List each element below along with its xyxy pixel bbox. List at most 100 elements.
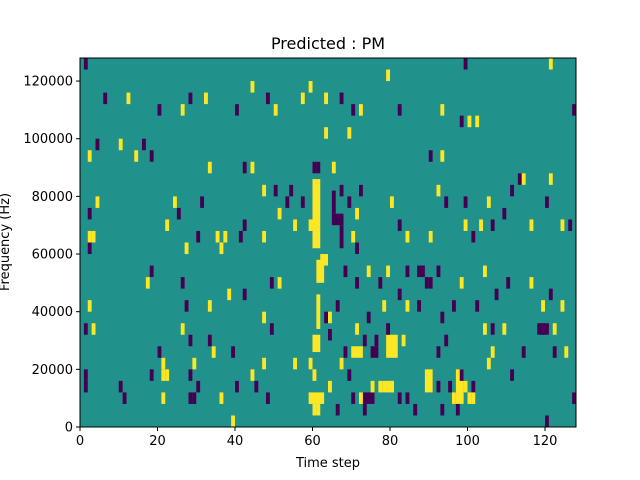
heatmap-cell <box>83 323 88 335</box>
heatmap-cell <box>459 115 464 128</box>
y-tick-label: 40000 <box>32 305 73 320</box>
heatmap-cells <box>83 58 577 427</box>
heatmap-cell <box>95 138 100 151</box>
heatmap-cell <box>95 196 100 208</box>
heatmap-cell <box>436 380 441 393</box>
heatmap-cell <box>293 219 298 231</box>
heatmap-cell <box>188 92 193 105</box>
heatmap-cell <box>506 277 511 289</box>
heatmap-cell <box>521 346 526 358</box>
heatmap-cell <box>293 357 298 370</box>
heatmap-block <box>331 213 344 226</box>
y-tick-label: 80000 <box>32 190 73 205</box>
heatmap-cell <box>463 380 468 393</box>
heatmap-cell <box>475 300 480 312</box>
y-tick-label: 100000 <box>23 132 73 147</box>
heatmap-cell <box>250 369 255 381</box>
heatmap-block <box>316 259 325 283</box>
y-axis: 0 20000 40000 60000 80000 100000 120000 <box>23 75 80 436</box>
plot-area <box>79 57 577 428</box>
heatmap-cell <box>378 380 383 393</box>
heatmap-cell <box>308 81 313 93</box>
heatmap-cell <box>262 184 267 197</box>
heatmap-cell <box>490 323 495 335</box>
heatmap-cell <box>312 369 317 381</box>
heatmap-cell <box>351 104 356 116</box>
heatmap-cell <box>262 311 267 324</box>
heatmap-cell <box>471 230 476 243</box>
heatmap-block <box>320 254 328 266</box>
heatmap-cell <box>328 380 332 393</box>
heatmap-cell <box>390 196 394 208</box>
heatmap-cell <box>490 346 495 358</box>
y-axis-title: Frequency (Hz) <box>0 193 13 291</box>
x-tick-label: 120 <box>533 434 558 449</box>
chart-title: Predicted : PM <box>271 34 385 53</box>
heatmap-cell <box>397 219 402 231</box>
heatmap-cell <box>196 380 201 393</box>
heatmap-cell <box>545 196 549 208</box>
heatmap-block <box>316 294 321 329</box>
heatmap-cell <box>568 219 573 231</box>
heatmap-cell <box>471 380 476 393</box>
heatmap-cell <box>405 265 410 278</box>
heatmap-cell <box>529 277 534 289</box>
heatmap-cell <box>196 230 201 243</box>
heatmap-cell <box>188 334 193 347</box>
heatmap-cell <box>324 127 329 139</box>
heatmap-cell <box>463 196 468 208</box>
heatmap-block <box>417 265 425 278</box>
heatmap-cell <box>428 230 433 243</box>
heatmap-cell <box>83 58 88 70</box>
heatmap-cell <box>405 230 410 243</box>
heatmap-cell <box>475 115 480 128</box>
heatmap-cell <box>548 288 553 301</box>
heatmap-cell <box>413 403 418 416</box>
heatmap-cell <box>374 334 379 347</box>
heatmap-cell <box>223 230 228 243</box>
heatmap-cell <box>452 392 456 404</box>
heatmap-cell <box>382 300 387 312</box>
heatmap-cell <box>142 138 146 151</box>
heatmap-cell <box>242 288 247 301</box>
heatmap-cell <box>521 173 526 185</box>
heatmap-cell <box>266 92 270 105</box>
heatmap-cell <box>440 150 445 162</box>
heatmap-cell <box>572 104 577 116</box>
heatmap-cell <box>273 184 278 197</box>
heatmap-block <box>351 346 363 358</box>
heatmap-cell <box>455 403 460 416</box>
y-tick-label: 20000 <box>32 363 73 378</box>
heatmap-cell <box>316 161 321 174</box>
heatmap-cell <box>401 334 406 347</box>
heatmap-cell <box>467 115 472 128</box>
x-tick-label: 20 <box>149 434 166 449</box>
heatmap-cell <box>300 92 305 105</box>
heatmap-cell <box>204 92 208 105</box>
heatmap-cell <box>529 219 534 231</box>
heatmap-background <box>80 58 576 427</box>
heatmap-cell <box>444 334 449 347</box>
heatmap-cell <box>87 242 92 255</box>
heatmap-cell <box>134 150 139 162</box>
heatmap-cell <box>510 369 515 381</box>
heatmap-block <box>537 323 545 335</box>
heatmap-cell <box>277 207 282 220</box>
heatmap-cell <box>200 196 205 208</box>
heatmap-cell <box>541 300 546 312</box>
heatmap-cell <box>386 69 391 82</box>
heatmap-cell <box>428 277 433 289</box>
heatmap-cell <box>440 311 445 324</box>
heatmap-cell <box>545 323 549 335</box>
heatmap-cell <box>339 184 344 197</box>
heatmap-cell <box>452 300 456 312</box>
heatmap-cell <box>145 277 150 289</box>
heatmap-cell <box>126 92 131 105</box>
heatmap-cell <box>362 403 367 416</box>
heatmap-cell <box>262 357 267 370</box>
heatmap-cell <box>548 58 553 70</box>
heatmap-cell <box>184 300 189 312</box>
heatmap-cell <box>397 288 402 301</box>
heatmap-cell <box>386 265 391 278</box>
heatmap-cell <box>347 127 352 139</box>
